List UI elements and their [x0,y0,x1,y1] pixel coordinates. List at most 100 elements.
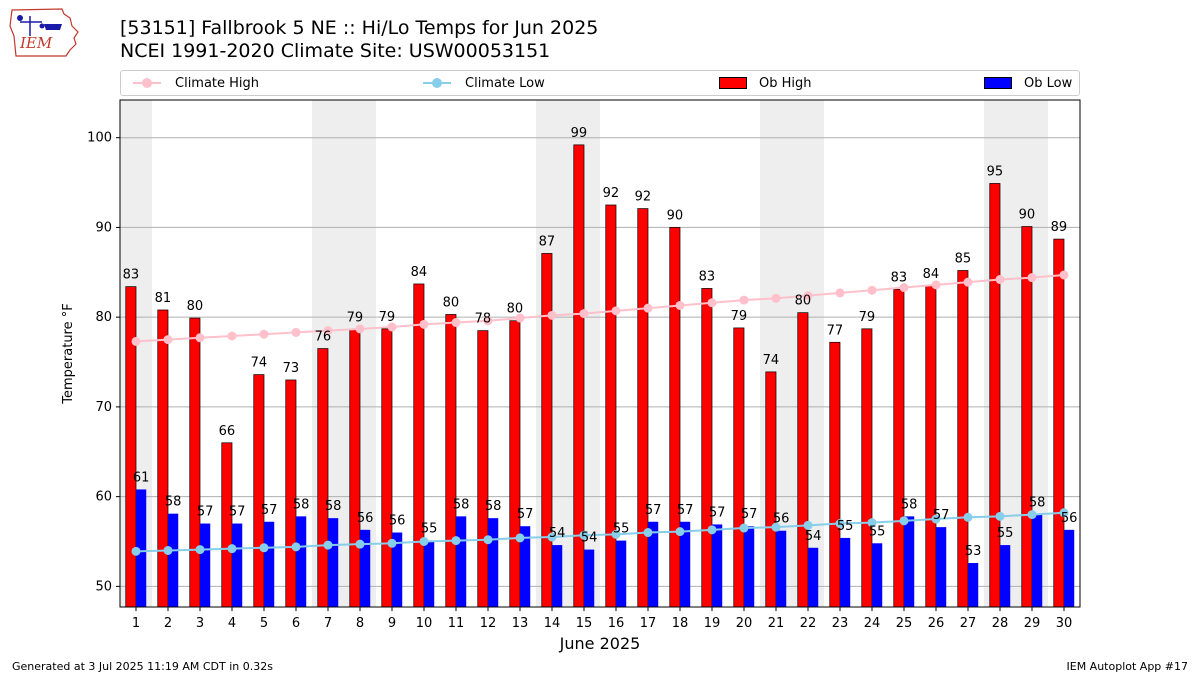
bar-ob-low [616,540,627,607]
line-climate-high [135,273,1065,343]
x-axis-label: June 2025 [559,634,641,653]
point-climate-low [451,536,461,546]
point-climate-high [835,288,845,298]
data-label-ob-high: 92 [635,190,652,205]
legend-swatch-climate-low [423,78,451,88]
data-label-ob-low: 53 [965,544,982,559]
data-label-ob-high: 90 [1019,208,1036,223]
bar-ob-high [925,285,937,608]
bar-ob-low [264,521,275,607]
x-tick-label: 26 [928,616,945,631]
data-label-ob-low: 54 [549,526,566,541]
bar-ob-high [157,309,169,608]
data-label-ob-high: 85 [955,251,972,266]
bar-ob-high [861,328,873,608]
y-tick-label: 90 [95,220,112,235]
point-climate-low [1059,508,1069,518]
point-climate-low [355,539,365,549]
bar-ob-high [989,183,1001,608]
point-climate-low [899,516,909,526]
bar-ob-low [648,521,659,607]
x-tick-label: 11 [448,616,465,631]
bar-ob-low [936,527,947,607]
data-label-ob-low: 58 [165,495,182,510]
bar-ob-high [829,341,841,608]
y-tick-label: 70 [95,400,112,415]
x-tick-label: 14 [544,616,561,631]
data-label-ob-low: 55 [869,524,886,539]
point-climate-high [163,335,173,345]
point-climate-high [1027,273,1037,283]
bar-ob-high [765,371,777,608]
data-label-ob-high: 66 [219,424,236,439]
legend-item-climate-low: Climate Low [423,71,545,95]
bar-ob-high [221,442,233,608]
chart-legend: Climate High Climate Low Ob High Ob Low [120,70,1080,96]
point-climate-high [131,336,141,346]
plot-frame [119,99,1081,608]
x-tick-label: 24 [864,616,881,631]
x-tick-label: 16 [608,616,625,631]
point-climate-high [195,333,205,343]
data-label-ob-high: 89 [1051,220,1068,235]
bar-ob-low [168,513,179,607]
point-climate-high [931,280,941,290]
data-label-ob-low: 57 [933,508,950,523]
point-climate-high [611,306,621,316]
bar-ob-high [637,208,649,608]
x-tick-label: 6 [292,616,300,631]
bar-ob-low [904,516,915,607]
bar-ob-low [584,549,595,607]
data-label-ob-high: 80 [795,294,812,309]
data-label-ob-low: 54 [805,529,822,544]
point-climate-high [547,310,557,320]
footer-generated-text: Generated at 3 Jul 2025 11:19 AM CDT in … [12,660,273,673]
x-tick-label: 2 [164,616,172,631]
data-label-ob-high: 84 [923,267,940,282]
data-label-ob-high: 79 [347,311,364,326]
data-label-ob-low: 56 [1061,511,1078,526]
x-tick-label: 3 [196,616,204,631]
x-tick-label: 30 [1056,616,1073,631]
data-label-ob-low: 58 [901,497,918,512]
x-tick-label: 22 [800,616,817,631]
point-climate-low [483,535,493,545]
bar-ob-low [744,526,755,607]
data-label-ob-low: 56 [389,514,406,529]
x-tick-label: 29 [1024,616,1041,631]
bar-ob-high [605,204,617,608]
point-climate-high [675,300,685,310]
point-climate-low [547,532,557,542]
data-label-ob-high: 90 [667,208,684,223]
point-climate-high [963,277,973,287]
data-label-ob-high: 80 [187,299,204,314]
data-label-ob-low: 58 [325,499,342,514]
bar-ob-low [296,516,307,607]
data-label-ob-high: 99 [571,126,588,141]
bar-ob-low [1064,529,1075,607]
data-label-ob-high: 83 [699,269,716,284]
point-climate-low [771,522,781,532]
x-tick-label: 25 [896,616,913,631]
x-tick-label: 18 [672,616,689,631]
data-label-ob-low: 61 [133,470,150,485]
data-label-ob-high: 78 [475,312,492,327]
data-label-ob-high: 77 [827,323,844,338]
chart-subtitle: NCEI 1991-2020 Climate Site: USW00053151 [120,40,551,62]
point-climate-high [995,274,1005,284]
x-tick-label: 19 [704,616,721,631]
data-label-ob-low: 55 [613,522,630,537]
footer-app-text: IEM Autoplot App #17 [1066,660,1189,673]
data-label-ob-low: 57 [741,507,758,522]
data-label-ob-high: 79 [731,309,748,324]
data-label-ob-low: 58 [485,499,502,514]
chart-title: [53151] Fallbrook 5 NE :: Hi/Lo Temps fo… [120,17,599,39]
data-label-ob-high: 80 [507,302,524,317]
bar-ob-low [456,516,467,607]
point-climate-low [579,530,589,540]
point-climate-low [611,529,621,539]
data-label-ob-high: 74 [251,356,268,371]
y-axis-label: Temperature °F [61,303,76,404]
point-climate-low [163,545,173,555]
